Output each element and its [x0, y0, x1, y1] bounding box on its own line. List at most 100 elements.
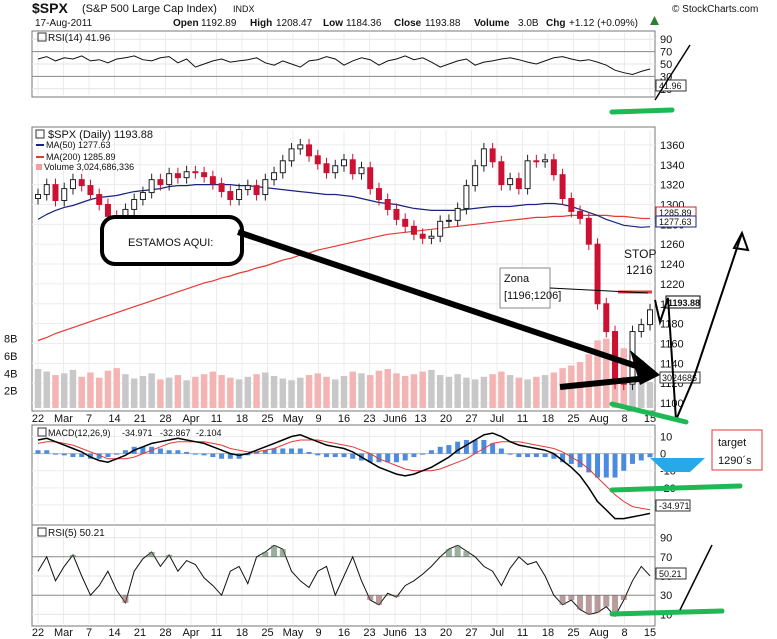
x-tick-label-bottom: Jun6: [383, 627, 407, 639]
price-y-tick: 1260: [660, 239, 684, 251]
price-y-tick: 1320: [660, 180, 684, 192]
rsi5-oversold-fill: [375, 595, 382, 605]
volume-bar: [375, 370, 383, 408]
volume-bar: [524, 379, 531, 408]
candle-body: [253, 185, 260, 196]
macd-histogram-bar: [262, 450, 268, 454]
volume-bar: [401, 375, 409, 408]
x-tick-label-bottom: 18: [236, 627, 248, 639]
stop-value: 1216: [626, 263, 653, 277]
rsi14-line: [37, 55, 651, 76]
volume-bar: [506, 375, 514, 408]
macd-histogram-bar: [175, 450, 181, 454]
macd-histogram-bar: [455, 441, 461, 454]
candle-body: [480, 148, 487, 167]
x-tick-label-bottom: 11: [211, 627, 222, 639]
candle-body: [271, 172, 278, 181]
macd-histogram-bar: [533, 453, 539, 458]
rsi5-oversold-fill: [594, 595, 601, 613]
macd-histogram-bar: [516, 453, 522, 458]
candle-body: [218, 183, 225, 193]
macd-y-tick: 0: [660, 449, 666, 461]
rsi5-line: [37, 544, 651, 618]
x-tick-label: 18: [542, 413, 554, 425]
candle-body: [375, 188, 382, 200]
x-tick-label: 23: [363, 413, 375, 425]
macd-histogram-bar: [350, 453, 356, 459]
x-tick-label: 7: [86, 413, 92, 425]
ma200-line: [37, 214, 651, 342]
volume-bar: [340, 375, 348, 408]
volume-bar: [410, 374, 418, 408]
target-label: target: [718, 437, 746, 449]
x-tick-label: 11: [517, 413, 528, 425]
volume-bar: [471, 379, 479, 408]
macd-histogram-bar: [184, 451, 190, 454]
x-tick-label-bottom: 13: [414, 627, 426, 639]
rsi14-green-mark: [609, 107, 675, 115]
x-tick-label: Jul: [490, 413, 504, 425]
volume-bar: [157, 379, 164, 408]
volume-bar: [227, 377, 234, 408]
x-tick-label: 18: [236, 413, 248, 425]
x-tick-label-bottom: 11: [517, 627, 528, 639]
candle-body: [507, 178, 514, 186]
macd-histogram-bar: [140, 446, 146, 454]
macd-histogram-bar: [114, 453, 120, 455]
macd-histogram-bar: [96, 453, 102, 459]
candle-body: [367, 167, 374, 190]
chg-label: Chg: [546, 18, 565, 29]
macd-hist: -2.104: [196, 428, 222, 438]
x-tick-label-bottom: May: [283, 627, 304, 639]
candle-body: [69, 179, 76, 190]
candle-body: [393, 208, 400, 220]
macd-histogram-bar: [192, 453, 198, 455]
rsi5-overbought-fill: [262, 552, 269, 557]
macd-signal-line: [37, 439, 651, 511]
macd-histogram-bar: [280, 448, 286, 454]
candle-body: [550, 159, 557, 176]
candle-body: [594, 243, 601, 305]
rsi5-oversold-fill: [559, 595, 566, 605]
price-green-mark: [609, 401, 689, 425]
volume-legend: Volume 3,024,686,336: [44, 162, 134, 172]
volume-bar: [262, 372, 269, 408]
volume-bar: [489, 374, 496, 408]
volume-bar: [305, 375, 313, 408]
rsi5-y-tick: 70: [660, 552, 672, 564]
x-tick-label-bottom: Jul: [490, 627, 504, 639]
macd-blue-highlight: [650, 458, 705, 472]
x-tick-label-bottom: 7: [86, 627, 92, 639]
candle-body: [96, 194, 103, 205]
volume-bar: [297, 377, 304, 408]
macd-histogram-bar: [463, 439, 469, 454]
rsi14-value-tag: [655, 79, 687, 92]
macd-histogram-bar: [332, 453, 338, 458]
volume-label: Volume: [474, 18, 510, 29]
macd-histogram-bar: [271, 448, 277, 454]
candle-body: [437, 220, 444, 237]
volume-bar: [646, 382, 654, 408]
macd-histogram-bar: [79, 453, 85, 458]
candle-body: [559, 174, 566, 200]
estamos-aqui-box: [100, 215, 244, 266]
rsi14-y-tick: 50: [660, 59, 672, 71]
x-tick-label-bottom: 20: [440, 627, 452, 639]
volume-legend-swatch: [36, 164, 42, 170]
macd-histogram-bar: [87, 453, 93, 459]
macd-name: MACD(12,26,9): [48, 428, 111, 438]
high-label: High: [250, 18, 272, 29]
macd-histogram-bar: [577, 453, 583, 468]
rsi5-overbought-fill: [166, 554, 173, 557]
rsi5-oversold-fill: [568, 595, 575, 600]
rsi14-y-tick: 70: [660, 47, 672, 59]
volume-bar: [603, 338, 610, 408]
candle-body: [297, 144, 304, 150]
macd-histogram-bar: [402, 453, 408, 461]
rsi5-overbought-fill: [445, 549, 452, 557]
candle-body: [358, 167, 365, 175]
macd-histogram-bar: [621, 453, 627, 471]
macd-histogram-bar: [297, 448, 303, 454]
rsi5-overbought-fill: [279, 549, 286, 557]
volume-bar: [349, 371, 356, 408]
